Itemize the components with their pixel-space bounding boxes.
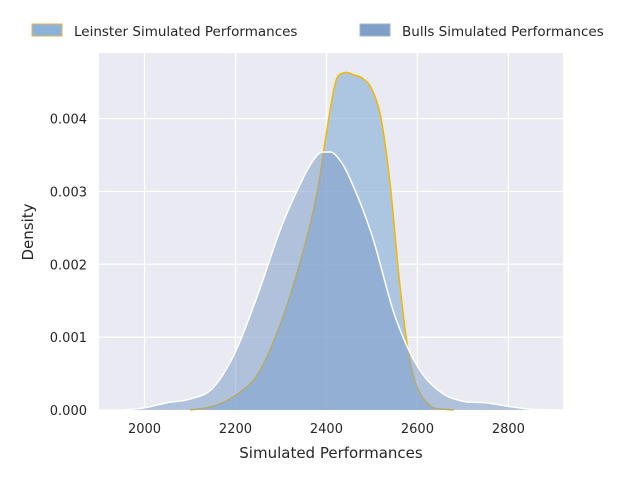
legend-label-leinster: Leinster Simulated Performances	[74, 24, 297, 40]
legend-label-bulls: Bulls Simulated Performances	[402, 24, 604, 40]
x-tick-label: 2400	[310, 422, 343, 437]
legend-swatch-leinster	[31, 23, 63, 37]
x-axis-label: Simulated Performances	[239, 444, 423, 462]
density-areas	[121, 71, 554, 411]
x-axis-ticks: 2000 2200 2400 2600 2800	[128, 422, 525, 437]
density-line-bulls	[121, 151, 554, 411]
y-tick-label: 0.002	[50, 258, 87, 273]
density-area-bulls	[121, 151, 554, 410]
y-tick-label: 0.000	[50, 404, 87, 419]
x-tick-label: 2600	[401, 422, 434, 437]
x-tick-label: 2200	[219, 422, 252, 437]
y-tick-label: 0.004	[50, 113, 87, 128]
x-tick-label: 2800	[492, 422, 525, 437]
legend: Leinster Simulated Performances Bulls Si…	[31, 23, 604, 40]
y-axis-ticks: 0.000 0.001 0.002 0.003 0.004	[50, 113, 87, 419]
x-tick-label: 2000	[128, 422, 161, 437]
y-tick-label: 0.001	[50, 331, 87, 346]
y-tick-label: 0.003	[50, 185, 87, 200]
legend-swatch-bulls	[359, 23, 391, 37]
y-axis-label: Density	[19, 203, 37, 260]
